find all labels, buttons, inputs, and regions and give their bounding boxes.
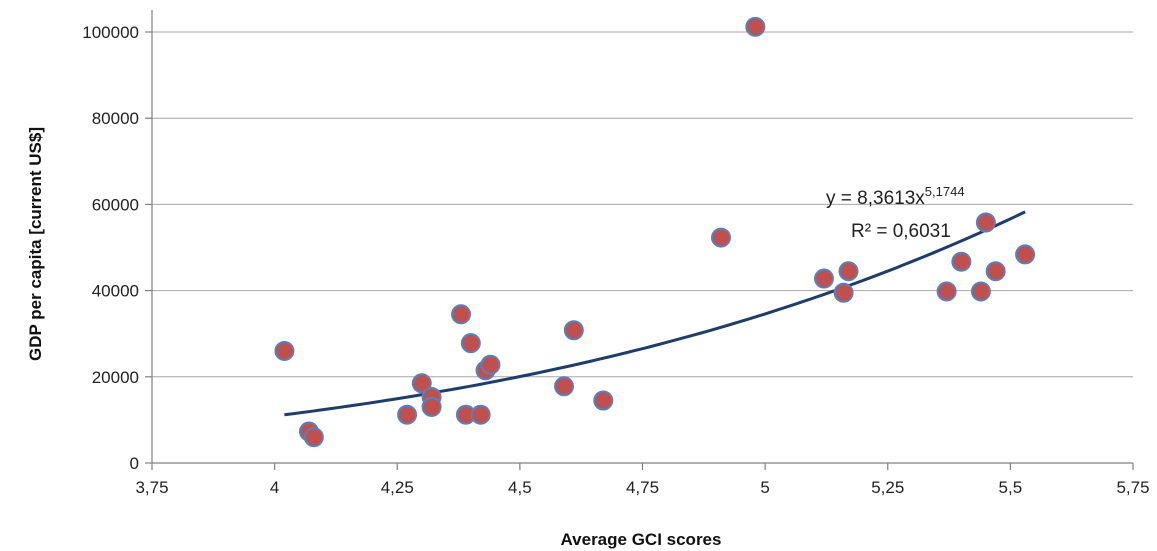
y-tick-label: 40000: [92, 282, 139, 301]
y-tick-labels: 0 20000 40000 60000 80000 100000: [82, 23, 139, 473]
x-tick-label: 4,75: [626, 478, 659, 497]
x-tick-labels: 3,75 4 4,25 4,5 4,75 5 5,25 5,5 5,75: [135, 478, 1149, 497]
x-tick-label: 4: [270, 478, 279, 497]
x-tick-label: 5,5: [999, 478, 1023, 497]
trendline: [284, 210, 1026, 417]
data-point: [975, 212, 996, 233]
data-point: [985, 261, 1006, 282]
data-point: [451, 304, 472, 325]
data-point: [563, 320, 584, 341]
y-tick-label: 80000: [92, 109, 139, 128]
data-point: [593, 390, 614, 411]
data-point: [1015, 244, 1036, 265]
y-tick-label: 0: [130, 454, 139, 473]
data-point: [813, 268, 834, 289]
axes: [145, 10, 1134, 470]
data-point: [397, 404, 418, 425]
x-tick-label: 5,75: [1116, 478, 1149, 497]
y-tick-label: 20000: [92, 368, 139, 387]
x-tick-label: 5,25: [871, 478, 904, 497]
data-points: [274, 16, 1036, 448]
y-axis-title: GDP per capita [current US$]: [26, 127, 45, 361]
data-point: [745, 16, 766, 37]
data-point: [970, 281, 991, 302]
data-point: [838, 261, 859, 282]
gridlines: [152, 31, 1133, 378]
data-point: [554, 376, 575, 397]
trendline-equation: y = 8,3613x5,1744: [826, 184, 965, 209]
data-point: [710, 227, 731, 248]
x-tick-label: 4,5: [508, 478, 532, 497]
data-point: [411, 373, 432, 394]
trendline-equation-exponent: 5,1744: [925, 184, 965, 199]
x-tick-label: 3,75: [135, 478, 168, 497]
data-point: [460, 333, 481, 354]
data-point: [936, 281, 957, 302]
x-tick-label: 4,25: [381, 478, 414, 497]
data-point: [951, 251, 972, 272]
data-point: [833, 282, 854, 303]
data-point: [303, 427, 324, 448]
trendline-r-squared: R² = 0,6031: [851, 221, 951, 242]
data-point: [421, 396, 442, 417]
data-point: [470, 404, 491, 425]
trendline-equation-base: y = 8,3613x: [826, 188, 925, 209]
data-point: [480, 354, 501, 375]
x-tick-label: 5: [760, 478, 769, 497]
y-tick-label: 60000: [92, 195, 139, 214]
y-tick-label: 100000: [82, 23, 139, 42]
x-axis-title: Average GCI scores: [561, 530, 722, 549]
data-point: [274, 340, 295, 361]
